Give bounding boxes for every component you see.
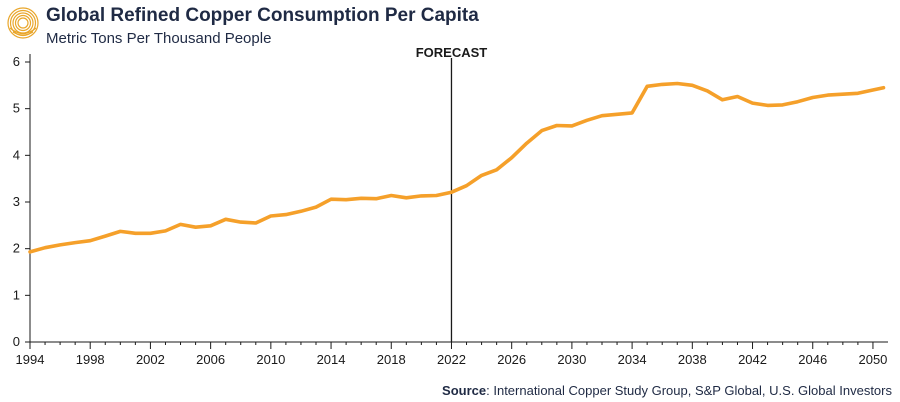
chart-title: Global Refined Copper Consumption Per Ca… (46, 5, 479, 26)
x-tick-label: 2022 (437, 352, 466, 367)
y-tick-label: 3 (13, 194, 20, 209)
forecast-label: FORECAST (416, 45, 488, 60)
y-tick-label: 4 (13, 147, 20, 162)
x-tick-label: 2046 (798, 352, 827, 367)
x-tick-label: 2038 (678, 352, 707, 367)
source-text: : International Copper Study Group, S&P … (486, 383, 892, 398)
global-investors-logo-icon (7, 7, 39, 39)
series-group (28, 81, 886, 254)
x-tick-label: 2018 (377, 352, 406, 367)
x-tick-label: 2014 (317, 352, 346, 367)
y-tick-label: 0 (13, 334, 20, 349)
y-axis: 0 1 2 3 4 5 6 (13, 54, 31, 349)
x-tick-label: 2030 (557, 352, 586, 367)
chart-subtitle: Metric Tons Per Thousand People (46, 30, 272, 47)
forecast-marker: FORECAST (416, 45, 488, 342)
source-label: Source (442, 383, 487, 398)
x-tick-label: 2042 (738, 352, 767, 367)
y-tick-label: 6 (13, 54, 20, 69)
x-tick-label: 2026 (497, 352, 526, 367)
x-tick-label: 2006 (196, 352, 225, 367)
x-axis: 1994 1998 2002 2006 2010 2014 2018 2022 2026 2030… (16, 341, 888, 367)
x-tick-label: 2010 (256, 352, 285, 367)
y-tick-label: 2 (13, 241, 20, 256)
source-note: Source: International Copper Study Group… (442, 383, 892, 398)
x-tick-label: 2034 (618, 352, 647, 367)
x-tick-label: 1994 (16, 352, 45, 367)
series-line-0 (28, 81, 886, 254)
x-tick-label: 2050 (858, 352, 887, 367)
x-tick-label: 2002 (136, 352, 165, 367)
y-tick-label: 5 (13, 101, 20, 116)
y-tick-label: 1 (13, 287, 20, 302)
x-tick-label: 1998 (76, 352, 105, 367)
